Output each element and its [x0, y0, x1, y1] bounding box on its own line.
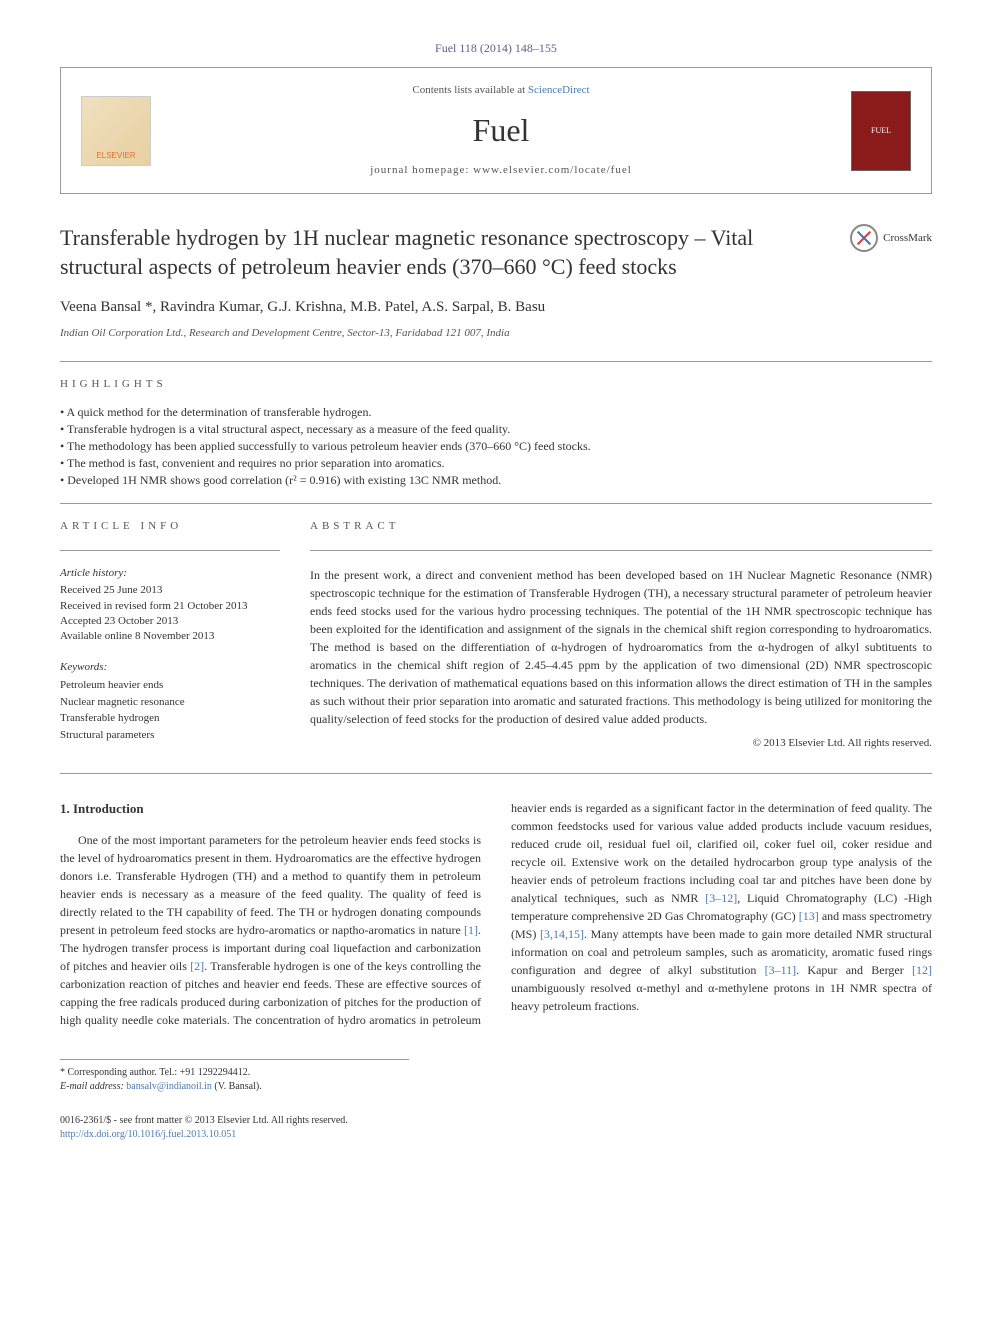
keyword: Petroleum heavier ends [60, 677, 280, 694]
keyword: Nuclear magnetic resonance [60, 694, 280, 711]
sciencedirect-link[interactable]: ScienceDirect [528, 84, 590, 96]
abstract-copyright: © 2013 Elsevier Ltd. All rights reserved… [310, 736, 932, 751]
divider [310, 550, 932, 551]
body-span: One of the most important parameters for… [60, 833, 481, 937]
corresponding-author: * Corresponding author. Tel.: +91 129229… [60, 1066, 932, 1080]
highlights-list: A quick method for the determination of … [60, 404, 932, 488]
revised-date: Received in revised form 21 October 2013 [60, 599, 280, 614]
highlight-item: The methodology has been applied success… [60, 438, 932, 455]
article-title: Transferable hydrogen by 1H nuclear magn… [60, 224, 830, 281]
divider [60, 550, 280, 551]
highlight-item: Developed 1H NMR shows good correlation … [60, 472, 932, 489]
keywords-list: Petroleum heavier ends Nuclear magnetic … [60, 677, 280, 743]
footer-copyright: 0016-2361/$ - see front matter © 2013 El… [60, 1114, 932, 1142]
citation-link[interactable]: [13] [799, 909, 819, 923]
body-span: . Kapur and Berger [796, 963, 912, 977]
journal-name: Fuel [151, 108, 851, 153]
crossmark-icon [850, 224, 878, 252]
divider [60, 361, 932, 362]
email-line: E-mail address: bansalv@indianoil.in (V.… [60, 1080, 932, 1094]
header-center: Contents lists available at ScienceDirec… [151, 83, 851, 179]
citation-link[interactable]: [3–12] [705, 891, 737, 905]
citation-link[interactable]: [2] [190, 959, 204, 973]
footnotes: * Corresponding author. Tel.: +91 129229… [60, 1066, 932, 1094]
doi-link[interactable]: http://dx.doi.org/10.1016/j.fuel.2013.10… [60, 1129, 236, 1140]
authors-line: Veena Bansal *, Ravindra Kumar, G.J. Kri… [60, 297, 932, 318]
history-heading: Article history: [60, 566, 280, 581]
keywords-heading: Keywords: [60, 660, 280, 675]
abstract-text: In the present work, a direct and conven… [310, 566, 932, 728]
accepted-date: Accepted 23 October 2013 [60, 614, 280, 629]
journal-header: ELSEVIER Contents lists available at Sci… [60, 67, 932, 195]
citation-link[interactable]: [1] [464, 923, 478, 937]
divider [60, 503, 932, 504]
article-history: Article history: Received 25 June 2013 R… [60, 566, 280, 645]
highlights-label: HIGHLIGHTS [60, 377, 932, 392]
citation-link[interactable]: [3,14,15] [540, 927, 584, 941]
body-paragraph: One of the most important parameters for… [60, 799, 932, 1029]
received-date: Received 25 June 2013 [60, 583, 280, 598]
journal-homepage: journal homepage: www.elsevier.com/locat… [151, 163, 851, 178]
contents-line: Contents lists available at ScienceDirec… [151, 83, 851, 98]
journal-cover-thumb: FUEL [851, 91, 911, 171]
highlight-item: Transferable hydrogen is a vital structu… [60, 421, 932, 438]
email-link[interactable]: bansalv@indianoil.in [126, 1081, 212, 1092]
crossmark-label: CrossMark [883, 231, 932, 246]
citation-reference: Fuel 118 (2014) 148–155 [60, 40, 932, 57]
publisher-logo: ELSEVIER [81, 96, 151, 166]
affiliation: Indian Oil Corporation Ltd., Research an… [60, 326, 932, 341]
keywords-block: Keywords: Petroleum heavier ends Nuclear… [60, 660, 280, 743]
highlight-item: A quick method for the determination of … [60, 404, 932, 421]
highlight-item: The method is fast, convenient and requi… [60, 455, 932, 472]
article-info-column: ARTICLE INFO Article history: Received 2… [60, 519, 280, 758]
body-span: unambiguously resolved α-methyl and α-me… [511, 981, 932, 1013]
citation-link[interactable]: [12] [912, 963, 932, 977]
keyword: Transferable hydrogen [60, 710, 280, 727]
abstract-column: ABSTRACT In the present work, a direct a… [310, 519, 932, 758]
highlights-section: HIGHLIGHTS A quick method for the determ… [60, 377, 932, 488]
issn-line: 0016-2361/$ - see front matter © 2013 El… [60, 1114, 932, 1128]
available-date: Available online 8 November 2013 [60, 629, 280, 644]
body-text: 1. Introduction One of the most importan… [60, 799, 932, 1029]
email-label: E-mail address: [60, 1081, 126, 1092]
section-heading: 1. Introduction [60, 799, 481, 819]
abstract-label: ABSTRACT [310, 519, 932, 534]
divider [60, 773, 932, 774]
email-name: (V. Bansal). [212, 1081, 262, 1092]
citation-link[interactable]: [3–11] [765, 963, 797, 977]
keyword: Structural parameters [60, 727, 280, 744]
crossmark-badge[interactable]: CrossMark [850, 224, 932, 252]
contents-prefix: Contents lists available at [412, 84, 527, 96]
article-info-label: ARTICLE INFO [60, 519, 280, 534]
footnote-separator [60, 1059, 409, 1060]
